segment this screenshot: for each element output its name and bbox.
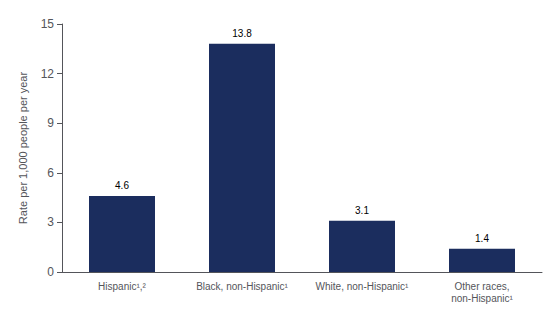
- svg-text:non-Hispanic¹: non-Hispanic¹: [451, 293, 513, 304]
- svg-text:9: 9: [47, 116, 54, 130]
- svg-text:3: 3: [47, 215, 54, 229]
- svg-text:13.8: 13.8: [232, 28, 252, 39]
- svg-text:3.1: 3.1: [355, 205, 369, 216]
- svg-text:White, non-Hispanic¹: White, non-Hispanic¹: [316, 281, 409, 292]
- svg-text:12: 12: [41, 67, 55, 81]
- svg-text:Hispanic¹,²: Hispanic¹,²: [98, 281, 146, 292]
- svg-text:15: 15: [41, 17, 55, 31]
- svg-text:4.6: 4.6: [115, 180, 129, 191]
- svg-text:Black, non-Hispanic¹: Black, non-Hispanic¹: [196, 281, 288, 292]
- svg-text:6: 6: [47, 166, 54, 180]
- svg-text:0: 0: [47, 265, 54, 279]
- svg-text:Other races,: Other races,: [454, 281, 509, 292]
- svg-text:1.4: 1.4: [475, 233, 489, 244]
- svg-text:Rate per 1,000 people per year: Rate per 1,000 people per year: [17, 72, 29, 225]
